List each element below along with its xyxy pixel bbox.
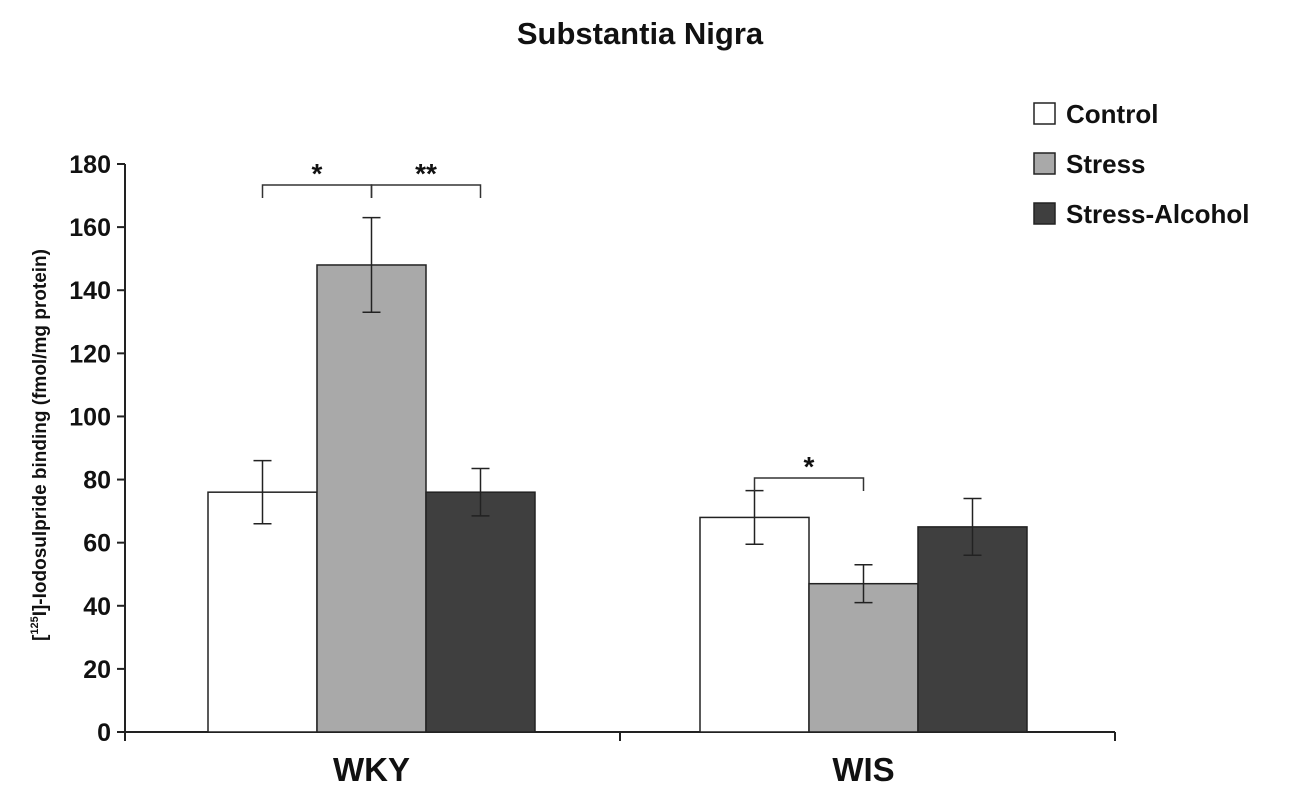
y-tick-label: 40 xyxy=(83,593,111,621)
legend-label: Stress-Alcohol xyxy=(1066,199,1250,229)
legend-item-stress: Stress xyxy=(1033,149,1146,179)
legend-swatch xyxy=(1033,102,1056,125)
error-bar xyxy=(854,564,873,604)
legend-item-control: Control xyxy=(1033,99,1158,129)
y-tick-label: 60 xyxy=(83,530,111,558)
y-tick-label: 160 xyxy=(69,214,111,242)
significance-bracket: * xyxy=(261,158,373,198)
significance-label: ** xyxy=(415,158,437,189)
y-axis-ticks: 0 20 40 60 80 100 120 140 160 180 xyxy=(69,151,125,747)
legend-swatch xyxy=(1033,152,1056,175)
bar-control-wis xyxy=(699,516,810,733)
y-tick-label: 120 xyxy=(69,340,111,368)
y-axis-label-suffix: I]-Iodosulpride binding (fmol/mg protein… xyxy=(30,249,51,616)
significance-bracket: ** xyxy=(370,158,482,198)
error-bars xyxy=(253,216,982,604)
bar-control-wky xyxy=(207,491,318,733)
bar-stress-alcohol-wis xyxy=(917,526,1028,733)
x-axis-categories: WKY WIS xyxy=(333,751,895,787)
significance-brackets: * *** xyxy=(261,158,865,491)
legend: Control Stress Stress-Alcohol xyxy=(1033,99,1250,229)
significance-label: * xyxy=(804,451,815,482)
legend-label: Stress xyxy=(1066,149,1146,179)
svg-text:[125I]-Iodosulpride binding (f: [125I]-Iodosulpride binding (fmol/mg pro… xyxy=(29,249,51,641)
y-tick-label: 140 xyxy=(69,277,111,305)
error-bar xyxy=(471,467,490,517)
legend-item-stress-alcohol: Stress-Alcohol xyxy=(1033,199,1250,229)
error-bar xyxy=(253,459,272,525)
legend-label: Control xyxy=(1066,99,1158,129)
x-category-label: WKY xyxy=(333,751,410,787)
y-tick-label: 80 xyxy=(83,467,111,495)
y-axis-label-superscript: 125 xyxy=(29,616,41,634)
significance-bracket: * xyxy=(753,451,865,491)
y-tick-label: 100 xyxy=(69,403,111,431)
bar-stress-wky xyxy=(316,264,427,733)
y-axis-label: [125I]-Iodosulpride binding (fmol/mg pro… xyxy=(29,249,51,641)
error-bar xyxy=(963,497,982,557)
y-tick-label: 0 xyxy=(97,719,111,747)
chart-title: Substantia Nigra xyxy=(517,16,764,51)
error-bar xyxy=(362,216,381,314)
significance-label: * xyxy=(312,158,323,189)
bar-stress-wis xyxy=(808,582,919,733)
bar-stress-alcohol-wky xyxy=(425,491,536,733)
x-category-label: WIS xyxy=(832,751,894,787)
y-axis-label-prefix: [ xyxy=(30,634,51,641)
legend-swatch xyxy=(1033,202,1056,225)
y-tick-label: 20 xyxy=(83,656,111,684)
y-tick-label: 180 xyxy=(69,151,111,179)
bars xyxy=(207,264,1028,733)
